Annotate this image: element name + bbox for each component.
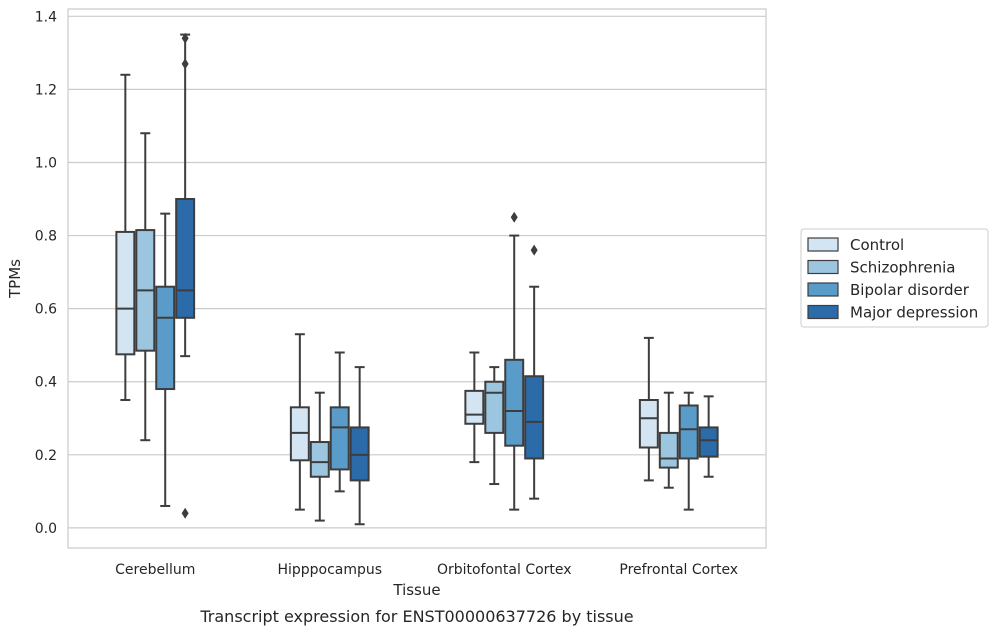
box-2-1 <box>484 366 505 486</box>
legend-swatch <box>807 304 839 320</box>
y-axis-label: TPMs <box>6 259 24 299</box>
box-3-3 <box>698 395 719 478</box>
y-tick-label: 0.0 <box>35 521 57 537</box>
x-tick-label: Hipppocampus <box>277 562 382 578</box>
y-tick-label: 0.2 <box>35 448 57 464</box>
legend-swatch <box>807 282 839 297</box>
boxes-layer <box>115 32 719 526</box>
outlier-point <box>510 211 518 223</box>
iqr-box <box>155 285 176 391</box>
plot-frame <box>67 8 767 549</box>
box-1-1 <box>309 391 330 522</box>
iqr-box <box>524 375 545 460</box>
iqr-box <box>329 406 350 471</box>
iqr-box <box>115 230 136 356</box>
box-1-3 <box>349 366 370 526</box>
iqr-box <box>309 441 330 478</box>
x-axis-label: Tissue <box>392 581 440 599</box>
box-3-1 <box>658 391 679 489</box>
box-2-2 <box>504 211 525 511</box>
y-tick-label: 0.8 <box>35 229 57 245</box>
legend-label: Bipolar disorder <box>850 281 970 299</box>
x-tick-label: Orbitofontal Cortex <box>437 562 572 578</box>
iqr-box <box>678 404 699 460</box>
iqr-box <box>464 389 485 425</box>
figure-caption: Transcript expression for ENST0000063772… <box>199 607 633 626</box>
iqr-box <box>484 380 505 434</box>
legend-swatch <box>807 237 839 252</box>
box-1-2 <box>329 351 350 493</box>
iqr-box <box>175 198 196 319</box>
y-tick-label: 0.4 <box>35 375 57 391</box>
x-tick-label: Prefrontal Cortex <box>619 562 738 578</box>
x-axis-ticks: Cerebellum Hipppocampus Orbitofontal Corte… <box>115 562 738 578</box>
legend: Control Schizophrenia Bipolar disorder Majo… <box>800 228 989 328</box>
box-0-0 <box>115 73 136 402</box>
box-2-3 <box>524 244 545 500</box>
y-axis-ticks: 0.0 0.2 0.4 0.6 0.8 1.0 1.2 1.4 <box>35 9 57 537</box>
iqr-box <box>504 358 525 447</box>
y-tick-label: 1.4 <box>35 9 57 25</box>
legend-frame <box>800 228 989 328</box>
legend-label: Schizophrenia <box>850 259 955 277</box>
box-0-3 <box>175 32 196 519</box>
box-0-1 <box>135 132 156 442</box>
outlier-point <box>181 58 189 70</box>
outlier-point <box>181 32 189 44</box>
iqr-box <box>698 426 719 458</box>
legend-label: Control <box>850 236 904 254</box>
legend-swatch <box>807 259 839 275</box>
x-tick-label: Cerebellum <box>115 562 195 578</box>
box-1-0 <box>289 333 310 511</box>
box-2-0 <box>464 351 485 464</box>
y-tick-label: 1.0 <box>35 155 57 171</box>
iqr-box <box>638 399 659 449</box>
outlier-point <box>530 244 538 256</box>
y-tick-label: 0.6 <box>35 302 57 318</box>
iqr-box <box>658 431 679 469</box>
box-3-2 <box>678 391 699 511</box>
y-tick-label: 1.2 <box>35 82 57 98</box>
outlier-point <box>181 507 189 519</box>
box-3-0 <box>638 336 659 482</box>
legend-label: Major depression <box>850 304 978 322</box>
box-0-2 <box>155 212 176 507</box>
